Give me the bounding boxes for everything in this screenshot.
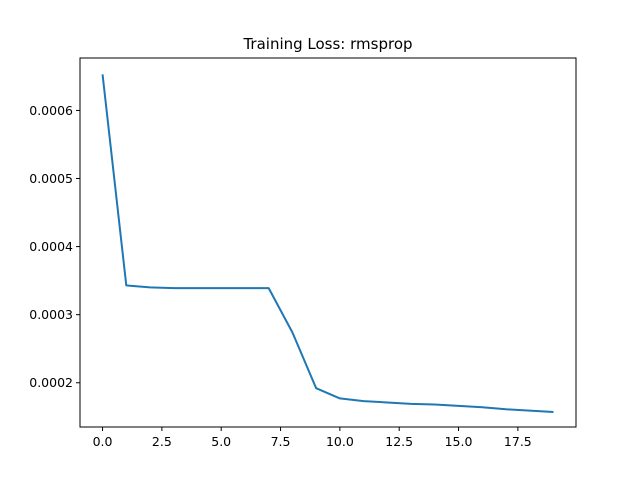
y-tick-label: 0.0002	[29, 375, 73, 390]
y-tick-label: 0.0004	[29, 239, 73, 254]
loss-series-line	[101, 74, 554, 414]
y-axis-ticks: 0.0002 0.0003 0.0004 0.0005 0.0006	[29, 103, 80, 390]
chart-title: Training Loss: rmsprop	[242, 35, 412, 53]
plot-area-frame	[79, 57, 577, 428]
x-tick-label: 2.5	[152, 434, 172, 449]
x-axis-ticks: 0.0 2.5 5.0 7.5 10.0 12.5 15.0 17.5	[93, 427, 532, 449]
x-tick-label: 0.0	[93, 434, 113, 449]
y-tick-label: 0.0005	[29, 171, 73, 186]
x-tick-label: 15.0	[445, 434, 473, 449]
x-tick-label: 5.0	[211, 434, 231, 449]
x-tick-label: 10.0	[326, 434, 354, 449]
x-tick-label: 17.5	[504, 434, 532, 449]
y-tick-label: 0.0003	[29, 307, 73, 322]
y-tick-label: 0.0006	[29, 103, 73, 118]
x-tick-label: 12.5	[385, 434, 413, 449]
x-tick-label: 7.5	[271, 434, 291, 449]
